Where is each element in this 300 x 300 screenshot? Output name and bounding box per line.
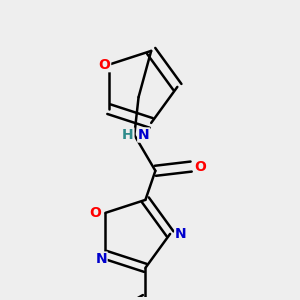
Text: O: O <box>99 58 111 72</box>
Text: N: N <box>95 252 107 266</box>
Text: O: O <box>194 160 206 174</box>
Text: H: H <box>122 128 134 142</box>
Text: N: N <box>138 128 149 142</box>
Text: O: O <box>89 206 101 220</box>
Text: N: N <box>175 227 186 241</box>
